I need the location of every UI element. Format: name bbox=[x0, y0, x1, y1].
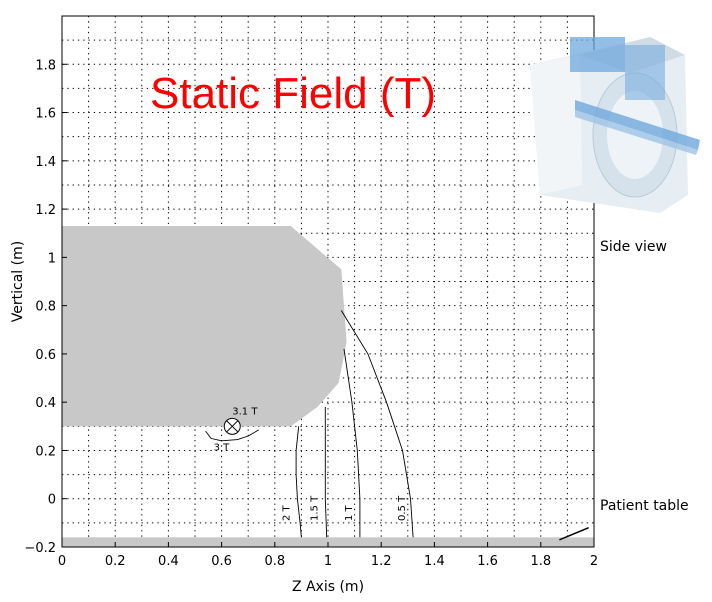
patient-table-pointer bbox=[559, 526, 589, 541]
y-tick-label: 1.6 bbox=[35, 107, 56, 122]
x-tick-label: 0.4 bbox=[158, 554, 179, 569]
y-tick-label: 0.2 bbox=[35, 444, 56, 459]
x-tick-label: 1.6 bbox=[477, 554, 498, 569]
y-tick-label: 1.2 bbox=[35, 203, 56, 218]
x-axis-label: Z Axis (m) bbox=[292, 579, 364, 595]
y-tick-label: 0 bbox=[48, 493, 56, 508]
x-tick-label: 1.4 bbox=[424, 554, 445, 569]
patient-table-label: Patient table bbox=[600, 498, 689, 514]
y-tick-label: 0.4 bbox=[35, 396, 56, 411]
y-tick-label: −0.2 bbox=[24, 541, 56, 556]
contour-label: 2 T bbox=[281, 504, 292, 521]
side-view-label: Side view bbox=[600, 239, 667, 255]
contour-label: 0.5 T bbox=[397, 495, 408, 521]
contour-label: 1.5 T bbox=[309, 495, 320, 521]
x-tick-label: 0.6 bbox=[211, 554, 232, 569]
x-tick-label: 0 bbox=[58, 554, 66, 569]
x-tick-label: 0.8 bbox=[264, 554, 285, 569]
y-tick-label: 0.6 bbox=[35, 348, 56, 363]
contour-line bbox=[324, 407, 328, 538]
max-field-marker: 3.1 T bbox=[223, 406, 258, 435]
y-axis-label: Vertical (m) bbox=[10, 241, 26, 322]
mri-scanner-icon bbox=[530, 37, 700, 213]
x-tick-label: 1.8 bbox=[530, 554, 551, 569]
y-tick-label: 1.4 bbox=[35, 155, 56, 170]
y-tick-label: 1.8 bbox=[35, 58, 56, 73]
contour-line bbox=[343, 349, 361, 538]
chart-title: Static Field (T) bbox=[150, 69, 436, 118]
contour-line bbox=[340, 310, 414, 538]
contour-line bbox=[295, 426, 302, 538]
x-tick-label: 1 bbox=[324, 554, 332, 569]
marker-cross bbox=[226, 420, 239, 433]
x-tick-label: 1.2 bbox=[371, 554, 392, 569]
x-tick-label: 0.2 bbox=[105, 554, 126, 569]
y-tick-label: 1 bbox=[48, 251, 56, 266]
field-contours: 3 T 2 T 1.5 T 1 T 0.5 T bbox=[205, 310, 414, 538]
magnet-shape bbox=[62, 225, 347, 427]
contour-line bbox=[205, 429, 260, 442]
y-tick-label: 0.8 bbox=[35, 300, 56, 315]
max-field-label: 3.1 T bbox=[232, 406, 258, 417]
contour-label: 3 T bbox=[214, 442, 231, 453]
contour-label: 1 T bbox=[344, 504, 355, 521]
magnet-region bbox=[62, 225, 347, 427]
axis-ticks: 0 0.2 0.4 0.6 0.8 1 1.2 1.4 1.6 1.8 2−0.200.20.40.… bbox=[24, 58, 598, 569]
x-tick-label: 2 bbox=[590, 554, 598, 569]
